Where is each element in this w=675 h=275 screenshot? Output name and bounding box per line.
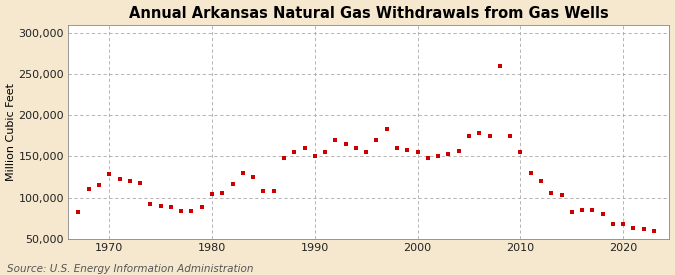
Point bbox=[155, 204, 166, 208]
Point bbox=[299, 146, 310, 150]
Point bbox=[587, 208, 598, 212]
Point bbox=[484, 134, 495, 138]
Point bbox=[392, 146, 402, 150]
Point bbox=[279, 156, 290, 160]
Point bbox=[104, 172, 115, 177]
Point bbox=[114, 177, 125, 182]
Point bbox=[566, 209, 577, 214]
Point bbox=[464, 134, 475, 138]
Point bbox=[207, 192, 217, 196]
Point bbox=[474, 131, 485, 136]
Point bbox=[350, 146, 361, 150]
Point bbox=[309, 154, 320, 159]
Point bbox=[515, 150, 526, 155]
Point bbox=[423, 156, 433, 160]
Point bbox=[124, 179, 135, 183]
Point bbox=[258, 189, 269, 193]
Title: Annual Arkansas Natural Gas Withdrawals from Gas Wells: Annual Arkansas Natural Gas Withdrawals … bbox=[129, 6, 609, 21]
Point bbox=[454, 149, 464, 154]
Point bbox=[628, 226, 639, 230]
Point bbox=[217, 190, 227, 195]
Point bbox=[639, 227, 649, 231]
Point bbox=[381, 127, 392, 131]
Point bbox=[145, 202, 156, 206]
Text: Source: U.S. Energy Information Administration: Source: U.S. Energy Information Administ… bbox=[7, 264, 253, 274]
Point bbox=[289, 150, 300, 155]
Point bbox=[556, 193, 567, 197]
Point bbox=[361, 150, 372, 155]
Point bbox=[227, 182, 238, 186]
Point bbox=[495, 64, 506, 68]
Point bbox=[433, 154, 443, 159]
Y-axis label: Million Cubic Feet: Million Cubic Feet bbox=[5, 83, 16, 181]
Point bbox=[73, 210, 84, 214]
Point bbox=[135, 180, 146, 185]
Point bbox=[412, 150, 423, 155]
Point bbox=[268, 189, 279, 193]
Point bbox=[649, 228, 659, 233]
Point bbox=[371, 138, 382, 142]
Point bbox=[535, 179, 546, 183]
Point bbox=[443, 152, 454, 156]
Point bbox=[618, 222, 628, 226]
Point bbox=[238, 171, 248, 175]
Point bbox=[597, 212, 608, 216]
Point bbox=[402, 148, 412, 152]
Point bbox=[248, 175, 259, 179]
Point bbox=[525, 171, 536, 175]
Point bbox=[608, 222, 618, 226]
Point bbox=[576, 208, 587, 212]
Point bbox=[165, 205, 176, 210]
Point bbox=[320, 150, 331, 155]
Point bbox=[94, 183, 105, 187]
Point bbox=[83, 187, 94, 191]
Point bbox=[196, 205, 207, 210]
Point bbox=[505, 134, 516, 138]
Point bbox=[340, 142, 351, 146]
Point bbox=[186, 208, 197, 213]
Point bbox=[330, 138, 341, 142]
Point bbox=[546, 191, 557, 196]
Point bbox=[176, 208, 186, 213]
